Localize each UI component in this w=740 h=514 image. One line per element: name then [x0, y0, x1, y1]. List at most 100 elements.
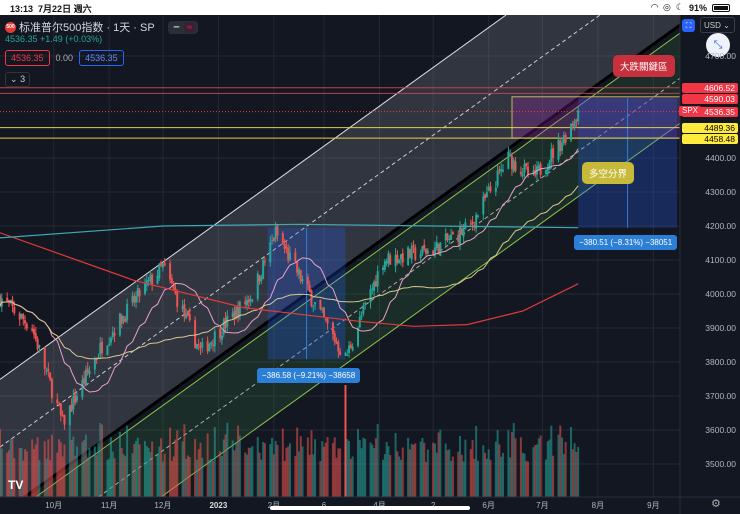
candle — [322, 307, 325, 317]
battery-icon — [712, 3, 730, 12]
time-tick: 2023 — [209, 501, 228, 510]
channel-mid-dashed — [0, 15, 601, 448]
candle — [460, 228, 463, 235]
volume-bar — [321, 441, 324, 497]
volume-bar — [176, 430, 179, 497]
volume-bar — [81, 442, 84, 497]
volume-bar — [306, 437, 309, 497]
volume-bar — [462, 461, 465, 497]
candle — [276, 225, 279, 236]
candle — [186, 311, 189, 316]
price-tick: 4700.00 — [705, 51, 736, 61]
candle — [84, 369, 87, 386]
auto-scale-collapse-icon[interactable]: ⤡ — [706, 33, 730, 57]
candle — [212, 344, 215, 346]
compare-icon[interactable]: ≈ — [184, 21, 196, 33]
currency-select[interactable]: USD ⌄ — [700, 17, 735, 33]
candle — [494, 187, 497, 192]
candle — [373, 281, 376, 292]
candle — [208, 343, 211, 352]
volume-bar — [188, 457, 191, 497]
candle — [331, 322, 334, 335]
candle — [136, 288, 139, 297]
moving-average-20 — [0, 148, 579, 393]
volume-bar — [571, 449, 574, 497]
volume-bar — [376, 424, 379, 497]
symbol-title[interactable]: 标准普尔500指数 · 1天 · SP — [19, 22, 155, 34]
candle — [314, 302, 317, 305]
candle — [285, 246, 288, 249]
candle — [83, 377, 86, 384]
volume-bar — [485, 458, 488, 497]
symbol-header[interactable]: 500 标准普尔500指数 · 1天 · SP ━ ≈ — [5, 19, 199, 35]
candle — [269, 242, 272, 263]
price-badge: 4590.03 — [682, 93, 738, 104]
bull-bear-line-note[interactable]: 多空分界 — [582, 162, 635, 184]
volume-bar — [550, 425, 553, 497]
price-tick: 4100.00 — [705, 255, 736, 265]
volume-spike — [344, 385, 347, 497]
volume-bar — [283, 460, 286, 497]
volume-bar — [396, 451, 399, 497]
candle — [414, 247, 417, 260]
chart-area[interactable] — [0, 15, 740, 514]
candle — [360, 315, 363, 318]
price-chart[interactable] — [0, 15, 740, 514]
volume-bar — [156, 454, 159, 497]
volume-bar — [84, 434, 87, 497]
volume-bar — [399, 459, 402, 497]
volume-bar — [226, 422, 229, 497]
candle — [306, 276, 309, 285]
candle — [539, 163, 542, 175]
candle — [45, 370, 48, 372]
candle — [38, 345, 41, 348]
measure-label-2: −380.51 (−8.31%) −38051 — [574, 235, 678, 250]
candle — [398, 259, 401, 264]
volume-bar — [564, 442, 567, 497]
volume-bar — [448, 449, 451, 497]
volume-bar — [158, 446, 161, 497]
candle — [113, 333, 116, 336]
candle — [9, 300, 12, 302]
candle — [97, 356, 100, 359]
time-tick: 6月 — [482, 501, 495, 510]
candle — [281, 233, 284, 245]
volume-bar — [451, 456, 454, 497]
buy-price-button[interactable]: 4536.35 — [79, 50, 124, 66]
sell-price-button[interactable]: 4536.35 — [5, 50, 50, 66]
candle — [283, 243, 286, 249]
candle — [131, 295, 134, 303]
candle — [527, 166, 530, 175]
volume-bar — [487, 449, 490, 497]
volume-bar — [310, 430, 313, 497]
candle — [22, 314, 25, 320]
candle — [462, 227, 465, 237]
crash-zone-note[interactable]: 大跌關鍵區 — [613, 55, 675, 77]
candle — [523, 164, 526, 173]
candle — [433, 247, 436, 254]
channel-black-line — [23, 23, 681, 499]
volume-bar — [385, 441, 388, 497]
candle — [369, 289, 372, 303]
settings-gear-icon[interactable]: ⚙ — [711, 498, 721, 510]
candle — [251, 299, 254, 301]
time-tick: 12月 — [154, 501, 172, 510]
volume-bar — [197, 449, 200, 497]
candle — [412, 245, 415, 247]
volume-bar — [199, 442, 202, 497]
candle — [86, 368, 89, 373]
volume-bar — [101, 424, 104, 497]
price-tick: 4200.00 — [705, 221, 736, 231]
candle — [450, 234, 453, 240]
candle — [439, 242, 442, 256]
minus-icon[interactable]: ━ — [173, 21, 180, 32]
candle — [464, 222, 467, 230]
fullscreen-icon[interactable]: ⛶ — [682, 19, 695, 32]
candle — [50, 378, 53, 399]
candle — [160, 261, 163, 266]
indicators-toggle[interactable]: ⌄ 3 — [5, 72, 31, 87]
candle — [181, 306, 184, 309]
volume-bar — [514, 438, 517, 497]
time-tick: 4月 — [373, 501, 385, 510]
sp500-logo-icon: 500 — [5, 21, 16, 33]
